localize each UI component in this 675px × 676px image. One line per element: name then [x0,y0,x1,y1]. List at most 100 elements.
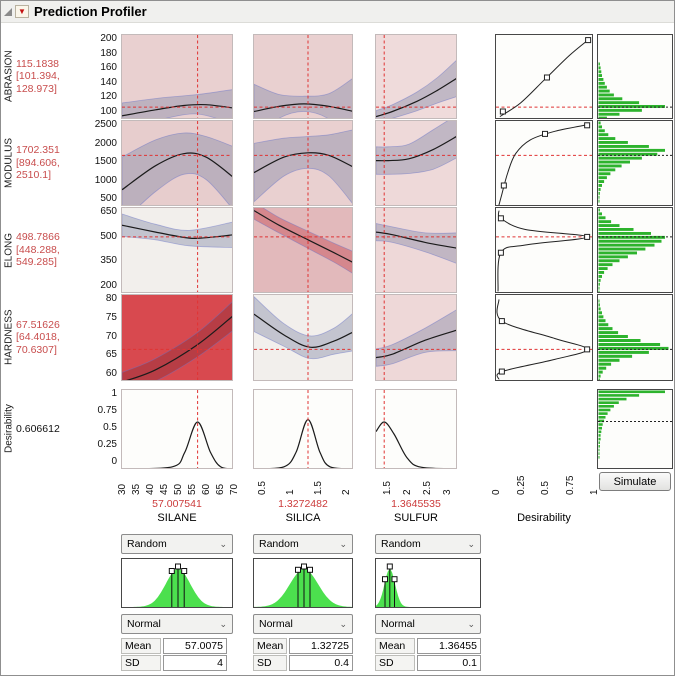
y-axis-tick-label: 75 [105,311,117,323]
y-axis-tick-label: 2000 [94,137,117,149]
silica-normal-dropdown[interactable]: Normal ⌄ [253,614,353,634]
sim-quantile-handle[interactable] [301,563,307,570]
sulfur-random-dropdown[interactable]: Random ⌄ [375,534,481,554]
silane-sd-row: SD [121,655,233,672]
panel-title: Prediction Profiler [34,4,147,19]
sulfur-mean-input[interactable] [417,638,481,654]
silica-simulator-distribution[interactable] [253,558,353,608]
dropdown-value: Normal [259,618,293,630]
silane-sd-input[interactable] [163,655,227,671]
y-axis-tick-label: 0.25 [97,439,117,450]
profile-cell-modulus-silane[interactable] [121,120,233,206]
response-label-hardness: HARDNESS [3,309,15,366]
sim-quantile-handle[interactable] [181,568,188,574]
desirability-handle[interactable] [585,37,592,44]
y-axis-tick-label: 650 [100,206,117,217]
desirability-handle[interactable] [498,318,505,325]
y-axis-tick-label: 2500 [94,119,117,130]
chevron-down-icon: ⌄ [219,538,227,549]
mean-label: Mean [121,638,161,654]
desirability-handle[interactable] [497,249,504,256]
y-axis-tick-label: 120 [100,91,117,103]
desirability-handle[interactable] [542,130,548,137]
sd-label: SD [375,655,415,671]
desirability-handle[interactable] [584,233,591,240]
profile-cell-modulus-silica[interactable] [253,120,353,206]
profile-cell-elong-sulfur[interactable] [375,207,457,293]
sim-quantile-handle[interactable] [295,566,301,573]
desirability-axis-label: Desirability [517,512,571,524]
sim-quantile-handle[interactable] [175,563,181,570]
y-axis-tick-label: 0 [111,456,117,467]
x-axis-tick-label: 35 [131,483,142,495]
sim-quantile-handle[interactable] [391,576,398,583]
y-axis-tick-label: 200 [100,280,117,291]
dropdown-value: Normal [127,618,161,630]
response-current-value-desirability: 0.606612 [16,422,60,435]
red-triangle-menu-icon[interactable]: ▼ [15,5,29,18]
profile-cell-desirability-silane[interactable] [121,389,233,469]
profile-cell-desirability-sulfur[interactable] [375,389,457,469]
profile-cell-hardness-silica[interactable] [253,294,353,381]
sulfur-sd-input[interactable] [417,655,481,671]
desirability-trace-modulus[interactable] [495,120,593,206]
sulfur-normal-dropdown[interactable]: Normal ⌄ [375,614,481,634]
response-label-abrasion: ABRASION [3,50,15,103]
desirability-handle[interactable] [543,74,550,81]
y-axis-tick-label: 350 [100,255,117,267]
desirability-handle[interactable] [498,368,505,375]
x-axis-tick-label: 0.25 [515,475,527,495]
profile-cell-desirability-silica[interactable] [253,389,353,469]
x-axis-tick-label: 2 [341,489,352,495]
profile-cell-hardness-sulfur[interactable] [375,294,457,381]
sim-quantile-handle[interactable] [382,576,388,583]
profile-cell-abrasion-silane[interactable] [121,34,233,119]
red-triangle-glyph: ▼ [18,6,26,16]
desirability-handle[interactable] [497,215,504,222]
x-axis-tick-label: 1 [285,489,296,495]
disclosure-triangle-icon[interactable] [4,7,12,16]
x-axis-tick-label: 60 [201,483,212,495]
desirability-handle[interactable] [584,122,591,129]
profile-cell-abrasion-silica[interactable] [253,34,353,119]
profile-cell-abrasion-sulfur[interactable] [375,34,457,119]
silane-normal-dropdown[interactable]: Normal ⌄ [121,614,233,634]
y-axis-tick-label: 180 [100,47,117,59]
desirability-handle[interactable] [499,108,506,115]
dropdown-value: Random [381,538,421,550]
y-axis-tick-label: 500 [100,193,117,204]
sim-quantile-handle[interactable] [168,568,175,574]
x-axis-tick-label: 50 [173,483,184,495]
silane-mean-input[interactable] [163,638,227,654]
sim-quantile-handle[interactable] [307,566,313,573]
profile-cell-elong-silane[interactable] [121,207,233,293]
dropdown-value: Random [127,538,167,550]
panel-titlebar: ▼ Prediction Profiler [1,1,674,23]
silica-sd-row: SD [253,655,353,672]
profile-cell-hardness-silane[interactable] [121,294,233,381]
simulate-button[interactable]: Simulate [599,472,671,491]
desirability-handle[interactable] [500,182,507,189]
silica-random-dropdown[interactable]: Random ⌄ [253,534,353,554]
y-axis-tick-label: 60 [105,368,117,379]
response-label-modulus: MODULUS [3,138,15,189]
x-axis-tick-label: 3 [441,489,453,495]
sim-quantile-handle[interactable] [386,563,393,570]
profile-cell-elong-silica[interactable] [253,207,353,293]
silica-mean-input[interactable] [289,638,353,654]
silica-sd-input[interactable] [289,655,353,671]
chevron-down-icon: ⌄ [219,618,227,629]
sulfur-simulator-distribution[interactable] [375,558,481,608]
desirability-trace-elong[interactable] [495,207,593,293]
factor-name-sulfur: SULFUR [393,512,438,524]
silane-simulator-distribution[interactable] [121,558,233,608]
silane-random-dropdown[interactable]: Random ⌄ [121,534,233,554]
response-current-value-abrasion: 115.1838 [101.394, 128.973] [16,57,60,95]
x-axis-tick-label: 1.5 [313,481,324,495]
simulated-histogram-desirability [597,389,673,469]
profile-cell-modulus-sulfur[interactable] [375,120,457,206]
desirability-trace-hardness[interactable] [495,294,593,381]
desirability-handle[interactable] [584,346,591,353]
desirability-trace-abrasion[interactable] [495,34,593,119]
